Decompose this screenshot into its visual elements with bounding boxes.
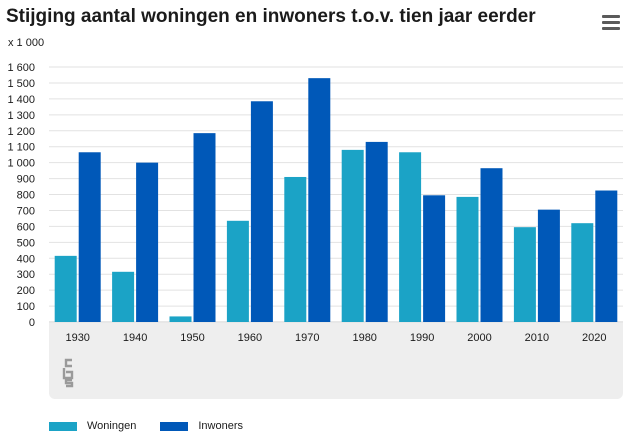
bar-inwoners-2000: [480, 168, 503, 322]
cbs-logo: [58, 358, 80, 393]
bar-inwoners-1950: [193, 133, 216, 322]
legend: Woningen Inwoners: [49, 420, 267, 432]
y-tick-label: 300: [17, 269, 35, 281]
bar-woningen-1950: [169, 316, 192, 322]
x-tick-label: 1940: [123, 332, 147, 344]
x-tick-label: 2020: [582, 332, 606, 344]
bar-inwoners-1980: [365, 141, 388, 322]
bar-woningen-1990: [399, 152, 422, 322]
y-tick-label: 1 200: [7, 126, 35, 138]
x-tick-label: 1950: [180, 332, 204, 344]
x-axis-band: [49, 323, 623, 399]
x-tick-label: 2010: [525, 332, 549, 344]
bar-inwoners-2010: [537, 209, 560, 322]
y-tick-label: 1 500: [7, 78, 35, 90]
x-tick-label: 2000: [467, 332, 491, 344]
legend-label-inwoners: Inwoners: [198, 420, 243, 432]
legend-item-woningen[interactable]: Woningen: [49, 420, 136, 432]
y-tick-label: 1 400: [7, 94, 35, 106]
bar-woningen-2000: [456, 196, 479, 322]
bar-inwoners-1970: [308, 78, 331, 322]
y-axis-unit-label: x 1 000: [8, 37, 45, 49]
bar-inwoners-1930: [78, 152, 101, 322]
bar-inwoners-1990: [423, 195, 446, 322]
bar-woningen-1960: [226, 220, 249, 322]
y-tick-label: 0: [29, 317, 35, 329]
y-tick-label: 700: [17, 205, 35, 217]
x-tick-label: 1980: [352, 332, 376, 344]
x-tick-label: 1960: [238, 332, 262, 344]
bar-woningen-2010: [513, 227, 536, 322]
bar-woningen-1940: [112, 271, 135, 322]
y-tick-label: 800: [17, 190, 35, 202]
y-tick-label: 1 000: [7, 158, 35, 170]
bar-inwoners-1960: [250, 101, 273, 322]
hamburger-menu-icon[interactable]: [602, 15, 620, 30]
y-tick-label: 1 600: [7, 62, 35, 74]
y-tick-label: 500: [17, 237, 35, 249]
y-tick-label: 400: [17, 253, 35, 265]
bar-woningen-1980: [341, 149, 364, 322]
legend-label-woningen: Woningen: [87, 420, 137, 432]
y-tick-label: 100: [17, 301, 35, 313]
chart-title: Stijging aantal woningen en inwoners t.o…: [6, 6, 536, 27]
y-tick-label: 600: [17, 221, 35, 233]
bar-woningen-1970: [284, 176, 307, 322]
y-tick-label: 1 100: [7, 142, 35, 154]
y-tick-label: 200: [17, 285, 35, 297]
x-tick-label: 1990: [410, 332, 434, 344]
legend-swatch-woningen: [49, 421, 77, 431]
bar-woningen-1930: [54, 255, 77, 322]
legend-swatch-inwoners: [160, 421, 189, 431]
x-tick-label: 1970: [295, 332, 319, 344]
bar-inwoners-2020: [595, 190, 618, 322]
bar-inwoners-1940: [136, 162, 159, 322]
y-tick-label: 1 300: [7, 110, 35, 122]
y-tick-label: 900: [17, 174, 35, 186]
x-tick-label: 1930: [65, 332, 89, 344]
bar-woningen-2020: [571, 223, 594, 322]
legend-item-inwoners[interactable]: Inwoners: [160, 420, 243, 432]
